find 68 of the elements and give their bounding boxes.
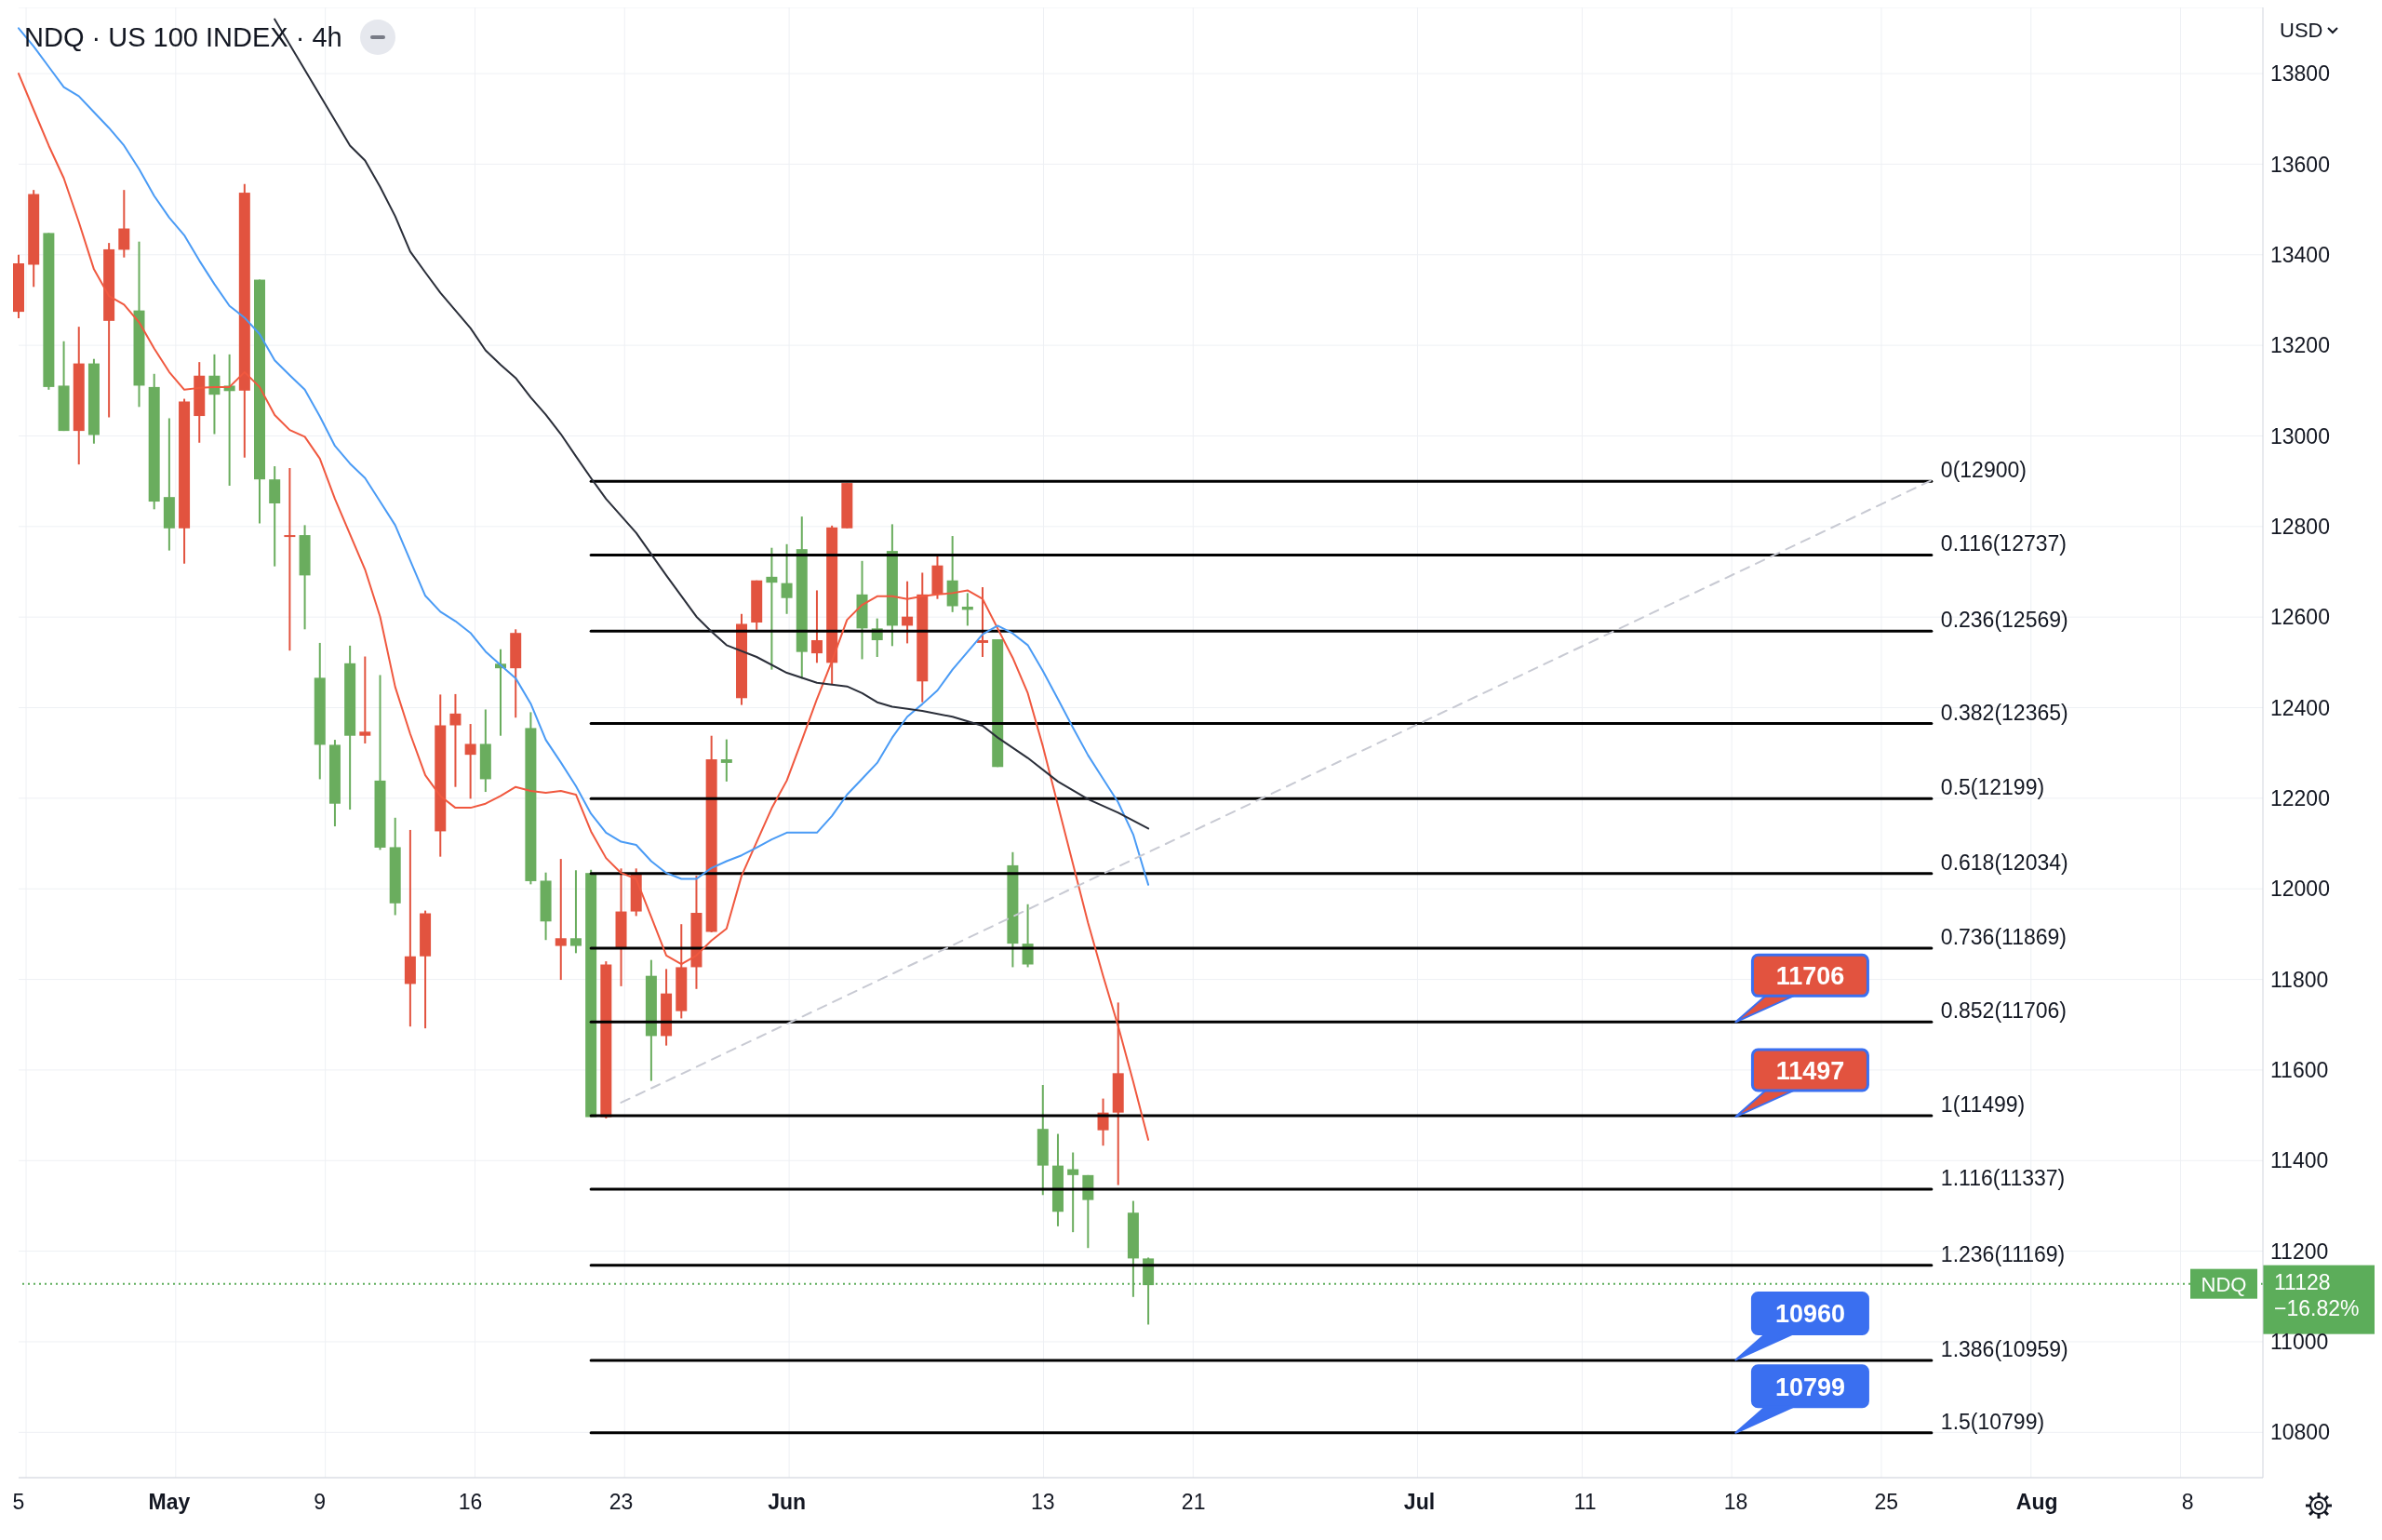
annotation: 11497 xyxy=(1775,1057,1845,1086)
series-label: 0.116(12737) xyxy=(1940,531,2067,556)
x-tick-label: 5 xyxy=(12,1490,25,1514)
y-tick-label: 11400 xyxy=(2270,1148,2329,1173)
series-label: 1.236(11169) xyxy=(1940,1241,2066,1266)
x-tick-label: 23 xyxy=(609,1490,634,1514)
text: 11128 xyxy=(2274,1269,2331,1294)
series-label: 1.5(10799) xyxy=(1940,1409,2045,1434)
candlestick xyxy=(359,655,371,744)
candlestick xyxy=(781,542,793,615)
series-label: 0.736(11869) xyxy=(1940,924,2067,949)
x-tick-label: May xyxy=(148,1490,191,1514)
series-label: 0.5(12199) xyxy=(1940,775,2045,800)
candlestick xyxy=(1067,1151,1079,1234)
x-tick-label: Aug xyxy=(2015,1490,2058,1514)
x-tick-label: 16 xyxy=(458,1490,483,1514)
annotation: 11706 xyxy=(1775,962,1845,991)
series-label: 0.852(11706) xyxy=(1940,998,2067,1024)
y-tick-label: 13000 xyxy=(2270,423,2330,449)
candlestick xyxy=(977,586,989,658)
candlestick xyxy=(569,869,582,955)
x-tick-label: Jun xyxy=(768,1490,807,1514)
y-tick-label: 12000 xyxy=(2270,877,2330,902)
x-tick-label: 18 xyxy=(1723,1490,1748,1514)
annotation: 10960 xyxy=(1774,1300,1845,1329)
y-tick-label: 12800 xyxy=(2270,514,2330,539)
x-tick-label: Jul xyxy=(1403,1490,1436,1514)
y-tick-label: 12600 xyxy=(2270,605,2330,630)
x-tick-label: 21 xyxy=(1181,1490,1206,1514)
y-tick-label: 10800 xyxy=(2270,1420,2330,1445)
y-axis-title: USD xyxy=(2280,19,2323,43)
line-series xyxy=(18,73,1150,1141)
text: NDQ · US 100 INDEX · 4h xyxy=(24,21,342,53)
y-tick-label: 13400 xyxy=(2270,242,2330,267)
y-tick-label: 11000 xyxy=(2270,1330,2329,1355)
candlestick xyxy=(902,580,914,645)
candlestick xyxy=(720,738,732,783)
candlestick xyxy=(766,546,778,671)
x-tick-label: 25 xyxy=(1874,1490,1899,1514)
ref-line-label: NDQ xyxy=(2201,1272,2247,1296)
line-series xyxy=(18,27,1150,886)
text: −16.82% xyxy=(2274,1295,2360,1320)
y-tick-label: 11800 xyxy=(2270,967,2329,992)
series-label: 1.116(11337) xyxy=(1940,1165,2066,1190)
x-tick-label: 13 xyxy=(1030,1490,1055,1514)
annotation: 10799 xyxy=(1774,1373,1845,1401)
candlestick xyxy=(555,858,567,982)
x-tick-label: 8 xyxy=(2181,1490,2194,1514)
candlestick xyxy=(810,589,823,664)
series-label: 0.618(12034) xyxy=(1940,850,2068,875)
series-label: 0.382(12365) xyxy=(1940,700,2068,725)
candlestick xyxy=(464,723,476,800)
y-tick-label: 11600 xyxy=(2270,1058,2329,1083)
series-label: 0.236(12569) xyxy=(1940,608,2068,633)
y-tick-label: 11200 xyxy=(2270,1239,2329,1264)
series-label: 1(11499) xyxy=(1940,1092,2026,1118)
candlestick xyxy=(449,692,462,788)
y-tick-label: 12400 xyxy=(2270,695,2330,720)
candlestick xyxy=(118,189,130,259)
x-tick-label: 11 xyxy=(1573,1490,1597,1514)
y-tick-label: 12200 xyxy=(2270,786,2330,811)
series-label: 0(12900) xyxy=(1940,458,2027,483)
y-tick-label: 13600 xyxy=(2270,152,2330,177)
y-tick-label: 13800 xyxy=(2270,61,2330,87)
y-tick-label: 13200 xyxy=(2270,333,2330,358)
candlestick xyxy=(284,467,296,652)
series-label: 1.386(10959) xyxy=(1940,1336,2068,1361)
x-tick-label: 9 xyxy=(314,1490,327,1514)
